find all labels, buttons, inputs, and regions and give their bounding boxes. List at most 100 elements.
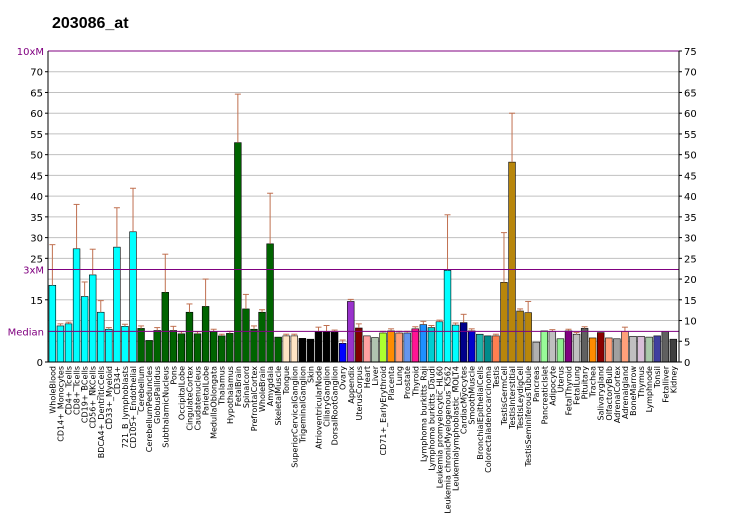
category-label: CD4+_Tcells [65, 366, 74, 415]
bar [411, 328, 419, 363]
category-label: CerebellumPeduncles [145, 366, 154, 452]
category-labels: WholeBlood CD14+_Monocytes CD4+_Tcells CD8+… [48, 365, 678, 513]
bar [564, 330, 573, 363]
category-label: Lung [395, 366, 404, 386]
gridlines [48, 50, 679, 342]
reference-label: 10xM [17, 47, 44, 58]
bar [492, 335, 500, 363]
y-tick-label-right: 10 [684, 317, 697, 328]
y-tick-label-left: 0 [37, 358, 43, 369]
y-tick-label-right: 55 [684, 130, 697, 141]
bar [403, 332, 411, 363]
category-label: Pons [169, 366, 178, 385]
y-tick-label-left: 15 [30, 296, 43, 307]
bar [298, 338, 307, 363]
y-tick-label-right: 50 [684, 151, 697, 162]
category-label: Prostate [403, 366, 412, 399]
category-label: TestisGermCell [500, 366, 509, 426]
category-label: Colorectaladenocarcinoma [484, 366, 493, 473]
bar [532, 341, 540, 363]
y-tick-label-left: 30 [30, 234, 43, 245]
category-label: Spinalcord [242, 366, 251, 408]
category-label: GlobusPallidus [153, 366, 162, 424]
category-label: TrigeminalGanglion [298, 366, 307, 444]
bar [201, 306, 210, 363]
bar [661, 331, 669, 363]
bar [266, 243, 274, 363]
category-label: Heart [363, 366, 372, 388]
category-label: TestisLeydigCell [516, 366, 525, 430]
reference-label: Median [8, 327, 44, 338]
bar [193, 333, 202, 363]
category-label: Lymphoma burkitts_Daudi [427, 366, 436, 471]
bar [572, 333, 581, 363]
y-tick-label-right: 20 [684, 275, 697, 286]
category-label: Kidney [669, 366, 678, 394]
category-label: Fetalliver [661, 365, 670, 402]
bar [80, 296, 89, 363]
y-tick-label-left: 55 [30, 130, 43, 141]
reference-label: 3xM [23, 266, 44, 277]
category-label: Salivarygland [597, 366, 606, 420]
category-label: OlfactoryBulb [605, 366, 614, 421]
y-tick-label-right: 25 [684, 254, 697, 265]
reference-lines: 10xM 3xM Median [8, 47, 679, 338]
category-label: PrefrontalCortex [250, 366, 259, 432]
y-tick-label-right: 45 [684, 171, 697, 182]
category-label: Skin [306, 366, 315, 383]
bar [234, 142, 242, 363]
category-label: Thyroid [411, 366, 420, 397]
y-tick-label-right: 0 [684, 358, 690, 369]
category-label: Leukemia promyelocytic_HL60 [435, 366, 444, 488]
bar [89, 274, 97, 363]
bar [339, 343, 347, 363]
category-label: CD33+_Myeloid [105, 366, 114, 430]
bar [145, 340, 153, 363]
category-label: CD19+_BCells [81, 366, 90, 423]
bar [459, 322, 468, 363]
category-label: SkeletalMuscle [274, 366, 283, 426]
category-label: Liver [371, 365, 380, 385]
category-label: Leukemialymphoblastic_MOLT4 [452, 366, 461, 491]
bar [508, 161, 516, 363]
y-tick-label-left: 40 [30, 192, 43, 203]
bar [443, 270, 452, 363]
category-label: BDCA4+_DentriticCells [97, 366, 106, 458]
category-label: CD56+_NKCells [89, 366, 98, 429]
bar [64, 323, 73, 363]
bar [209, 331, 218, 363]
category-label: SmoothMuscle [468, 366, 477, 425]
category-label: FetalLung [573, 366, 582, 405]
category-label: OccipitalLobe [177, 366, 186, 420]
y-tick-label-right: 60 [684, 109, 697, 120]
category-label: TestisSeminiferousTubule [524, 366, 533, 468]
category-label: ParietalLobe [202, 366, 211, 415]
y-tick-label-right: 5 [684, 337, 690, 348]
bar [379, 332, 387, 363]
category-label: PancreaticIslet [540, 366, 549, 424]
bar [580, 328, 589, 363]
category-label: WholeBlood [48, 366, 57, 414]
category-label: FetalThyroid [564, 366, 573, 415]
category-label: Ovary [339, 366, 348, 390]
category-label: Hypothalamus [226, 366, 235, 424]
category-label: DorsalRootGanglion [331, 366, 340, 445]
bar [363, 335, 371, 363]
category-label: CiliaryGanglion [323, 366, 332, 427]
y-tick-label-right: 30 [684, 234, 697, 245]
category-label: TestisInterstitial [508, 366, 517, 430]
bar [548, 331, 557, 363]
bar [169, 330, 178, 363]
category-label: Testis [492, 366, 501, 389]
bar [484, 335, 492, 363]
category-label: Cerebellum [137, 366, 146, 412]
category-label: Adipocyte [548, 366, 557, 406]
category-label: Caudatenucleus [194, 366, 203, 431]
category-label: Adrenalgland [621, 366, 630, 419]
y-tick-label-left: 60 [30, 109, 43, 120]
category-label: FetalBrain [234, 366, 243, 406]
bar [645, 336, 653, 363]
bar [274, 336, 282, 363]
category-label: CD71+_EarlyErythroid [379, 366, 388, 455]
